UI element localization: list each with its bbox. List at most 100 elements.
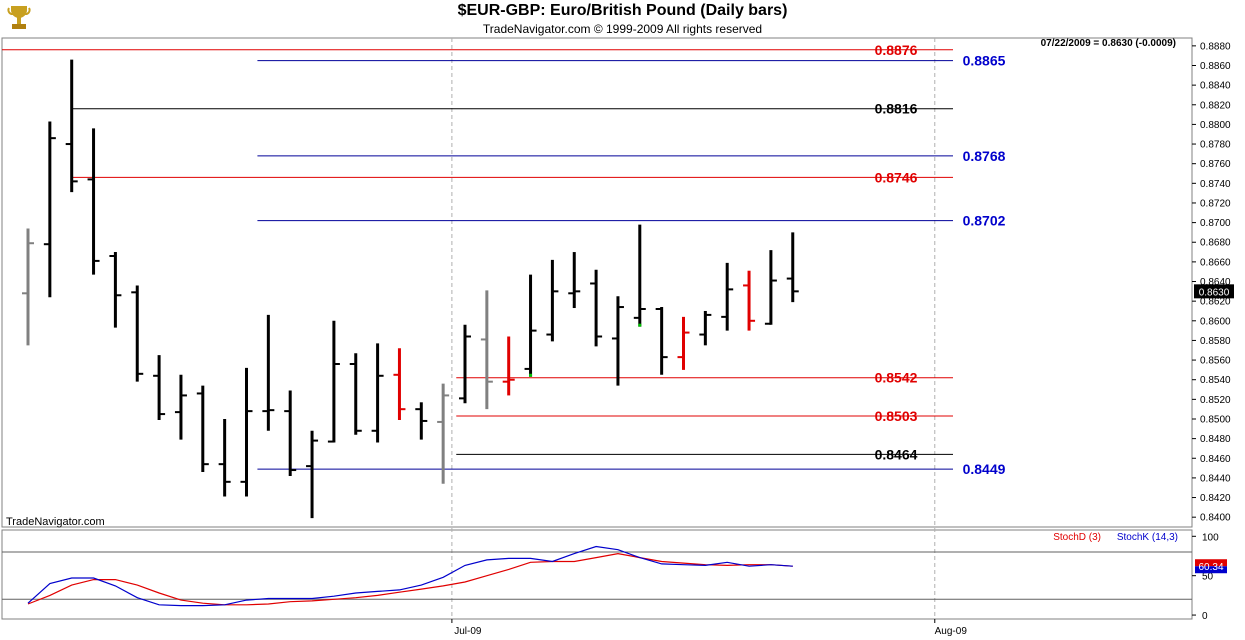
ohlc-bar	[568, 252, 581, 309]
price-tick-label: 0.8820	[1200, 100, 1231, 111]
price-tick-label: 0.8640	[1200, 277, 1231, 288]
ohlc-bar	[240, 367, 253, 497]
time-tick-label: Aug-09	[935, 626, 968, 637]
ohlc-bar	[743, 270, 756, 331]
price-tick-label: 0.8480	[1200, 434, 1231, 445]
ohlc-bar	[349, 353, 362, 435]
price-panel-border	[1, 37, 1193, 528]
price-tick-label: 0.8740	[1200, 179, 1231, 190]
price-tick-label: 0.8800	[1200, 120, 1231, 131]
legend-stochd: StochD (3)	[1053, 532, 1101, 543]
ohlc-bar	[721, 262, 734, 331]
level-label: 0.8449	[963, 461, 1006, 477]
price-tick-label: 0.8520	[1200, 395, 1231, 406]
stoch-panel-border	[1, 529, 1193, 620]
ohlc-bar	[480, 290, 493, 410]
ohlc-bar	[131, 285, 144, 382]
stoch-series-line	[27, 545, 793, 607]
ohlc-bar	[677, 316, 690, 370]
level-label: 0.8865	[963, 53, 1006, 69]
price-tick-label: 0.8620	[1200, 297, 1231, 308]
stochastic-panel: 100 50 0 StochD (3) StochK (14,3) 60.34	[2, 532, 1227, 622]
level-label: 0.8746	[875, 169, 918, 185]
level-label: 0.8503	[875, 408, 918, 424]
ohlc-bar	[153, 355, 166, 420]
ohlc-bar	[196, 385, 209, 473]
price-tick-label: 0.8600	[1200, 316, 1231, 327]
stoch-tick-label: 0	[1202, 611, 1208, 622]
price-tick-label: 0.8760	[1200, 159, 1231, 170]
ohlc-bar	[22, 228, 34, 346]
time-tick-label: Jul-09	[454, 626, 482, 637]
level-label: 0.8768	[963, 148, 1006, 164]
ohlc-bar	[174, 374, 187, 440]
price-tick-label: 0.8880	[1200, 41, 1231, 52]
price-tick-label: 0.8420	[1200, 493, 1231, 504]
price-tick-label: 0.8500	[1200, 414, 1231, 425]
ohlc-bar	[218, 418, 231, 497]
trophy-logo-icon	[7, 6, 31, 29]
ohlc-bar	[764, 250, 777, 325]
price-tick-label: 0.8860	[1200, 61, 1231, 72]
ohlc-bar	[524, 274, 537, 377]
level-label: 0.8542	[875, 370, 918, 386]
price-tick-label: 0.8720	[1200, 198, 1231, 209]
ohlc-bar	[65, 59, 78, 193]
stoch-tick-label: 50	[1202, 572, 1214, 583]
ohlc-bar	[611, 296, 624, 386]
chart-subtitle: TradeNavigator.com © 1999-2009 All right…	[482, 22, 763, 36]
price-tick-label: 0.8780	[1200, 140, 1231, 151]
ohlc-bar	[699, 310, 712, 346]
level-label: 0.8702	[963, 213, 1006, 229]
bar-low-marker	[638, 323, 642, 327]
price-tick-label: 0.8460	[1200, 454, 1231, 465]
stoch-last-label: 60.34	[1198, 562, 1223, 573]
stoch-last-red	[1195, 559, 1227, 567]
ohlc-bar	[262, 314, 275, 431]
price-tick-label: 0.8700	[1200, 218, 1231, 229]
ohlc-bar	[546, 259, 559, 342]
price-bars	[22, 59, 799, 519]
ohlc-bar	[502, 336, 515, 396]
ohlc-bar	[655, 307, 668, 375]
bar-low-marker	[529, 373, 533, 377]
stoch-series-line	[27, 552, 793, 606]
price-axis: 0.8880 0.8860 0.8840 0.8820 0.8800 0.8780 0.87…	[1192, 41, 1234, 524]
ohlc-bar	[371, 343, 384, 443]
ohlc-bar	[87, 128, 100, 275]
ohlc-bar	[786, 232, 799, 303]
last-value-readout: 07/22/2009 = 0.8630 (-0.0009)	[1041, 38, 1176, 49]
ohlc-bar	[393, 348, 406, 420]
legend-stochk: StochK (14,3)	[1117, 532, 1178, 543]
chart-frame	[1, 37, 1193, 620]
ohlc-bar	[590, 269, 603, 347]
last-price-box	[1194, 284, 1234, 299]
ohlc-bar	[109, 252, 122, 328]
ohlc-bar	[306, 430, 319, 519]
last-price-label: 0.8630	[1199, 287, 1230, 298]
ohlc-bar	[459, 324, 471, 404]
price-tick-label: 0.8660	[1200, 257, 1231, 268]
ohlc-bar	[633, 224, 646, 327]
ohlc-bar	[43, 121, 56, 298]
price-tick-label: 0.8440	[1200, 473, 1231, 484]
stoch-tick-label: 100	[1202, 532, 1219, 543]
ohlc-bar	[437, 383, 450, 484]
price-tick-label: 0.8560	[1200, 356, 1231, 367]
price-tick-label: 0.8400	[1200, 513, 1231, 524]
ohlc-bar	[284, 390, 297, 476]
level-label: 0.8816	[875, 101, 918, 117]
price-levels: 0.8876 0.8865 0.8816 0.8768 0.8746 0.8702 0.85…	[2, 42, 1006, 477]
level-label: 0.8464	[875, 446, 918, 462]
price-grid	[451, 38, 936, 619]
chart-title: $EUR-GBP: Euro/British Pound (Daily bars…	[457, 2, 788, 19]
price-tick-label: 0.8540	[1200, 375, 1231, 386]
price-tick-label: 0.8840	[1200, 81, 1231, 92]
price-tick-label: 0.8680	[1200, 238, 1231, 249]
ohlc-bar	[327, 320, 340, 443]
watermark: TradeNavigator.com	[6, 516, 105, 528]
time-axis: Jul-09 Aug-09	[451, 619, 968, 637]
ohlc-bar	[415, 402, 428, 440]
price-tick-label: 0.8580	[1200, 336, 1231, 347]
